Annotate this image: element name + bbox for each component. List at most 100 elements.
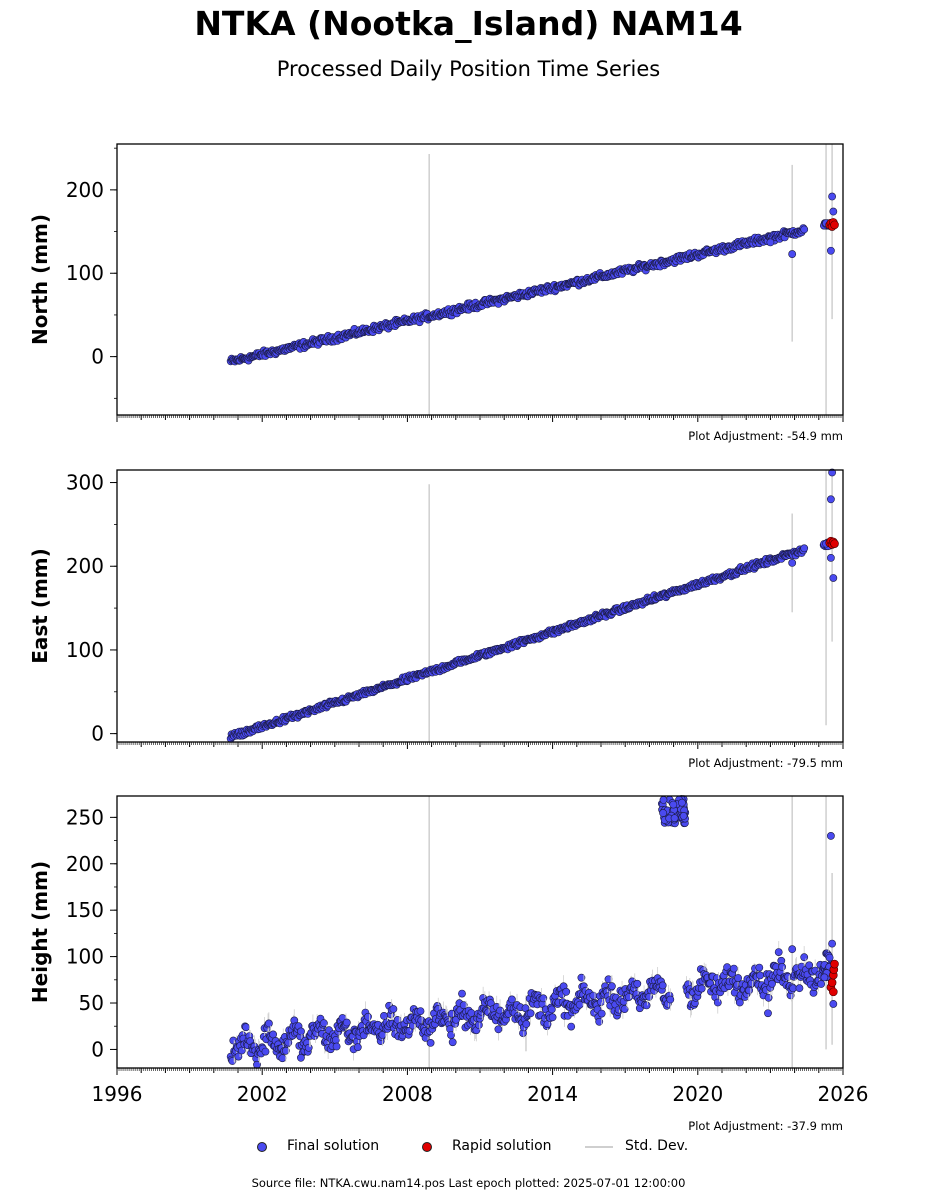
final-solution-point <box>467 1009 476 1017</box>
final-solution-point <box>458 989 466 998</box>
final-solution-point <box>768 979 776 988</box>
final-solution-point <box>828 939 837 948</box>
final-solution-point <box>507 995 516 1004</box>
final-solution-point <box>597 1009 606 1018</box>
final-solution-point <box>658 981 667 990</box>
final-solution-point <box>827 832 835 840</box>
final-solution-point <box>829 207 838 216</box>
legend-label-final: Final solution <box>287 1138 380 1154</box>
std-line-icon <box>585 1146 613 1148</box>
final-solution-point <box>608 982 616 991</box>
final-solution-point <box>264 1019 273 1028</box>
chart-title: NTKA (Nootka_Island) NAM14 <box>194 4 743 43</box>
final-solution-point <box>679 812 688 820</box>
final-solution-point <box>474 1021 483 1029</box>
final-solution-point <box>788 945 797 954</box>
final-solution-point <box>269 1030 277 1039</box>
final-solution-point <box>278 1054 287 1063</box>
final-solution-point <box>756 971 764 980</box>
y-tick-label: 100 <box>66 945 104 969</box>
y-tick-label: 0 <box>91 345 104 369</box>
final-solution-point <box>829 1000 838 1008</box>
source-footer: Source file: NTKA.cwu.nam14.pos Last epo… <box>251 1176 686 1190</box>
rapid-solution-point <box>829 987 838 997</box>
final-solution-point <box>735 998 744 1007</box>
y-tick-label: 250 <box>66 805 104 829</box>
final-solution-point <box>800 225 809 234</box>
rapid-solution-point <box>830 539 839 548</box>
final-solution-point <box>820 973 829 982</box>
y-tick-label: 50 <box>79 991 104 1015</box>
x-tick-label: 2014 <box>527 1082 578 1106</box>
final-solution-point <box>817 980 825 988</box>
final-solution-point <box>380 1012 388 1020</box>
final-solution-point <box>496 1006 504 1015</box>
final-solution-point <box>261 1047 270 1056</box>
final-solution-point <box>659 796 668 804</box>
final-solution-point <box>800 953 809 962</box>
final-solution-point <box>389 1005 398 1013</box>
final-solution-point <box>589 991 598 1000</box>
final-solution-point <box>364 1012 372 1021</box>
y-tick-label: 200 <box>66 178 104 202</box>
final-marker-icon <box>257 1142 267 1152</box>
final-solution-point <box>459 1001 468 1010</box>
final-solution-point <box>778 963 786 971</box>
final-solution-point <box>242 1023 250 1032</box>
x-tick-label: 2026 <box>818 1082 869 1106</box>
final-solution-point <box>755 963 764 972</box>
final-solution-point <box>827 495 835 504</box>
final-solution-point <box>597 998 605 1006</box>
y-tick-label: 200 <box>66 554 104 578</box>
final-solution-point <box>562 987 571 996</box>
plot-adjustment-label: Plot Adjustment: -79.5 mm <box>688 756 843 770</box>
final-solution-point <box>332 1042 341 1051</box>
final-solution-point <box>827 246 835 255</box>
y-tick-label: 100 <box>66 261 104 285</box>
y-tick-label: 0 <box>91 1037 104 1061</box>
final-solution-point <box>788 558 797 567</box>
final-solution-point <box>577 973 586 982</box>
rapid-marker-icon <box>422 1142 432 1152</box>
plot-adjustment-label: Plot Adjustment: -54.9 mm <box>688 429 843 443</box>
y-axis-label: North (mm) <box>28 214 52 345</box>
final-solution-point <box>774 948 783 956</box>
final-solution-point <box>297 1053 305 1062</box>
x-tick-label: 2002 <box>237 1082 288 1106</box>
final-solution-point <box>642 1001 651 1010</box>
final-solution-point <box>416 1007 425 1015</box>
final-solution-point <box>766 238 775 247</box>
final-solution-point <box>669 800 678 809</box>
final-solution-point <box>659 809 667 817</box>
plot-frame <box>116 469 844 743</box>
legend-label-rapid: Rapid solution <box>452 1138 552 1154</box>
final-solution-point <box>342 1018 351 1027</box>
final-solution-point <box>595 1017 604 1026</box>
y-tick-label: 100 <box>66 638 104 662</box>
final-solution-point <box>567 1022 576 1031</box>
y-tick-label: 150 <box>66 898 104 922</box>
rapid-solution-point <box>830 959 839 969</box>
final-solution-point <box>448 1038 457 1047</box>
final-solution-point <box>713 998 722 1007</box>
final-solution-point <box>526 1009 535 1018</box>
final-solution-point <box>633 979 642 988</box>
chart-subtitle: Processed Daily Position Time Series <box>276 57 661 81</box>
final-solution-point <box>353 1043 362 1052</box>
final-solution-point <box>800 544 809 553</box>
rapid-solution-point <box>827 978 837 987</box>
final-solution-point <box>297 1027 305 1036</box>
final-solution-point <box>788 250 797 258</box>
final-solution-point <box>734 974 742 982</box>
final-solution-point <box>828 468 837 477</box>
legend-label-std: Std. Dev. <box>625 1138 689 1154</box>
final-solution-point <box>764 1009 772 1018</box>
x-tick-label: 2020 <box>672 1082 723 1106</box>
final-solution-point <box>304 1043 313 1052</box>
final-solution-point <box>426 1039 435 1047</box>
final-solution-point <box>795 984 804 993</box>
final-solution-point <box>666 995 675 1004</box>
final-solution-point <box>825 953 834 962</box>
y-axis-label: East (mm) <box>28 548 52 664</box>
